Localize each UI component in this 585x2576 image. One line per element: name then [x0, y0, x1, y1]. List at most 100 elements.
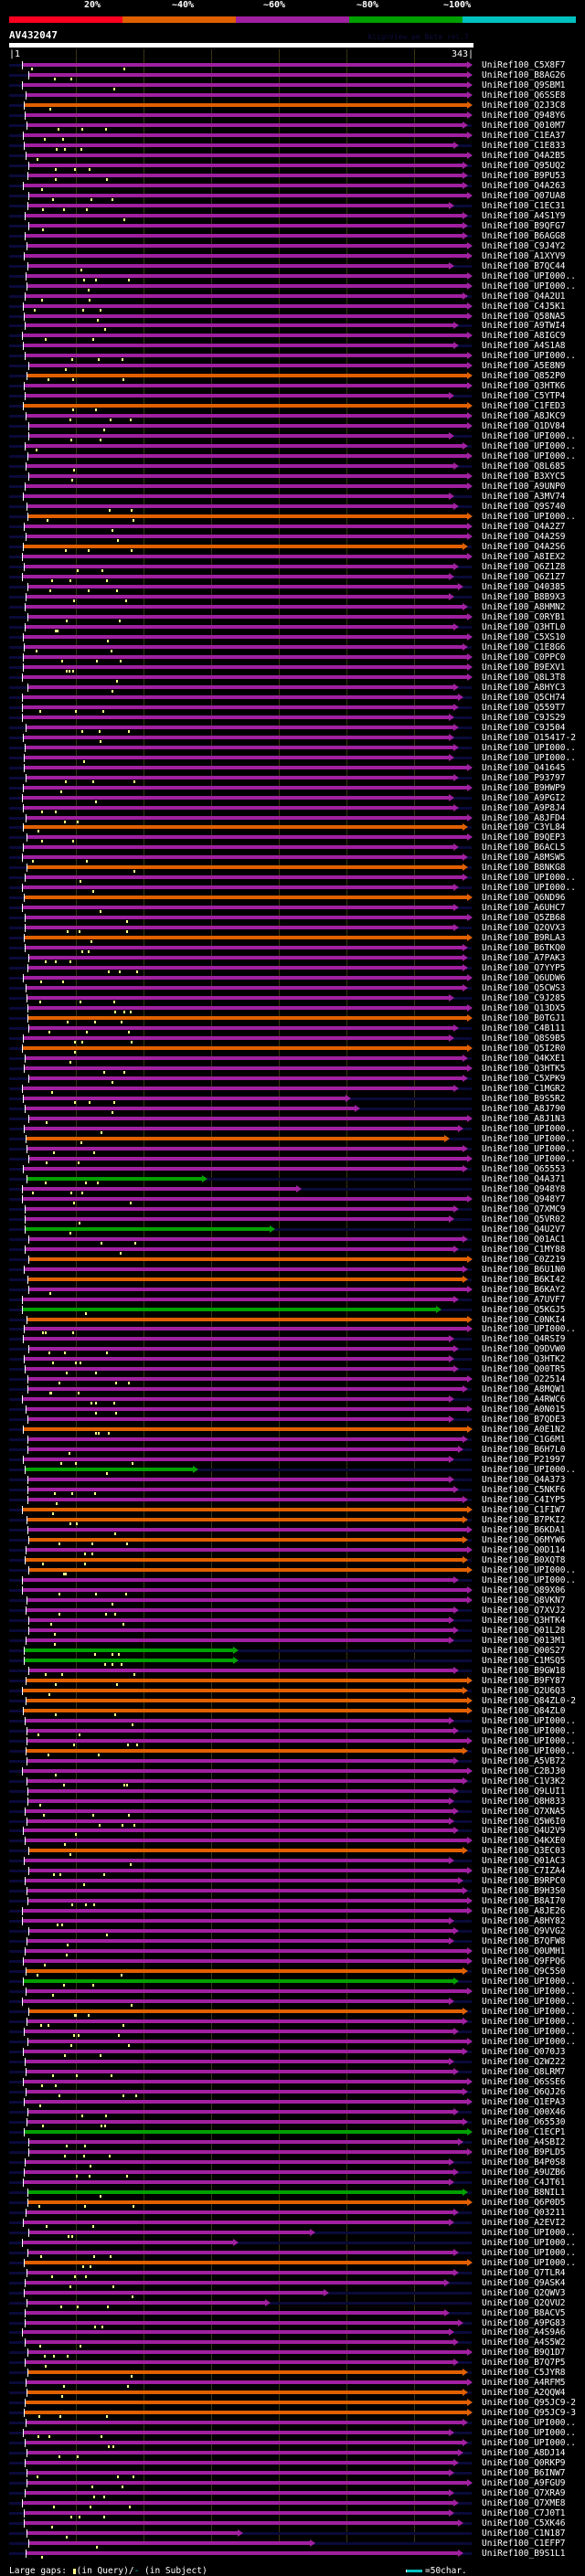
hsp-bar[interactable]: [27, 243, 468, 248]
hit-label[interactable]: UniRef100_Q7XVJ2: [482, 1605, 566, 1616]
hsp-bar[interactable]: [26, 2070, 454, 2073]
hsp-bar[interactable]: [24, 143, 454, 147]
hsp-bar[interactable]: [22, 1508, 468, 1512]
alignment-row[interactable]: UniRef100_C1FED3: [0, 401, 585, 412]
hsp-bar[interactable]: [27, 514, 468, 519]
alignment-row[interactable]: UniRef100_UPI000..: [0, 2238, 585, 2248]
alignment-row[interactable]: UniRef100_Q1EPA3: [0, 2097, 585, 2107]
hit-label[interactable]: UniRef100_UPI000..: [482, 281, 576, 292]
hsp-bar[interactable]: [23, 2179, 450, 2184]
hit-label[interactable]: UniRef100_B9H3S0: [482, 1886, 566, 1897]
alignment-row[interactable]: UniRef100_Q9DVW0: [0, 1344, 585, 1355]
alignment-row[interactable]: UniRef100_Q6P0D5: [0, 2198, 585, 2208]
hit-label[interactable]: UniRef100_UPI000..: [482, 873, 576, 884]
hsp-bar[interactable]: [27, 1597, 468, 1602]
hsp-bar[interactable]: [24, 2521, 459, 2526]
alignment-row[interactable]: UniRef100_B0XQT8: [0, 1555, 585, 1566]
hit-label[interactable]: UniRef100_UPI000..: [482, 2027, 576, 2038]
alignment-row[interactable]: UniRef100_Q6QJ26: [0, 2087, 585, 2097]
hit-label[interactable]: UniRef100_Q7XMC9: [482, 1203, 566, 1214]
hsp-bar[interactable]: [27, 2270, 454, 2274]
hsp-bar[interactable]: [26, 1969, 463, 1974]
hsp-bar[interactable]: [24, 313, 468, 318]
hit-label[interactable]: UniRef100_Q2U6Q3: [482, 1685, 566, 1696]
hit-label[interactable]: UniRef100_UPI000..: [482, 2007, 576, 2018]
hit-label[interactable]: UniRef100_C0PPC0: [482, 652, 566, 663]
hsp-bar[interactable]: [25, 2060, 450, 2064]
alignment-row[interactable]: UniRef100_Q84ZL0-2: [0, 1696, 585, 1706]
hit-label[interactable]: UniRef100_P21997: [482, 1455, 566, 1466]
hsp-bar[interactable]: [27, 504, 454, 509]
alignment-row[interactable]: UniRef100_Q948Y7: [0, 1194, 585, 1204]
alignment-row[interactable]: UniRef100_A4S9A6: [0, 2327, 585, 2337]
hsp-bar[interactable]: [26, 92, 468, 97]
hsp-bar[interactable]: [23, 735, 450, 739]
hit-label[interactable]: UniRef100_Q6ND96: [482, 893, 566, 904]
hsp-bar[interactable]: [27, 865, 463, 870]
hit-label[interactable]: UniRef100_UPI000..: [482, 1153, 576, 1164]
hsp-bar[interactable]: [27, 1738, 468, 1743]
hit-label[interactable]: UniRef100_B6KAY2: [482, 1284, 566, 1295]
hsp-bar[interactable]: [24, 2290, 324, 2295]
hsp-bar[interactable]: [28, 1627, 454, 1632]
hsp-bar[interactable]: [28, 1869, 468, 1873]
alignment-row[interactable]: UniRef100_B8AG26: [0, 70, 585, 80]
alignment-row[interactable]: UniRef100_C9JS29: [0, 713, 585, 723]
hsp-bar[interactable]: [24, 1267, 463, 1271]
alignment-row[interactable]: UniRef100_C5XPK9: [0, 1074, 585, 1084]
alignment-row[interactable]: UniRef100_UPI000..: [0, 2007, 585, 2018]
hsp-bar[interactable]: [27, 614, 468, 619]
alignment-row[interactable]: UniRef100_Q01AC1: [0, 1235, 585, 1245]
alignment-row[interactable]: UniRef100_Q3HTK2: [0, 1354, 585, 1365]
hsp-bar[interactable]: [22, 1768, 468, 1773]
hsp-bar[interactable]: [23, 1427, 468, 1432]
hit-label[interactable]: UniRef100_Q6P0D5: [482, 2197, 566, 2208]
hsp-bar[interactable]: [27, 1528, 468, 1532]
hsp-bar[interactable]: [26, 414, 468, 419]
alignment-row[interactable]: UniRef100_C1G6M1: [0, 1435, 585, 1445]
hit-label[interactable]: UniRef100_UPI000..: [482, 1997, 576, 2008]
hsp-bar[interactable]: [27, 263, 450, 268]
hsp-bar[interactable]: [27, 2200, 468, 2204]
alignment-row[interactable]: UniRef100_A8IGC9: [0, 331, 585, 342]
hit-label[interactable]: UniRef100_O15417-2: [482, 732, 576, 743]
hit-label[interactable]: UniRef100_C0NKI4: [482, 1314, 566, 1325]
alignment-row[interactable]: UniRef100_A3MV74: [0, 492, 585, 502]
alignment-row[interactable]: UniRef100_Q9FPQ6: [0, 1956, 585, 1967]
alignment-row[interactable]: UniRef100_Q5CWS3: [0, 983, 585, 993]
hit-label[interactable]: UniRef100_A9TWI4: [482, 321, 566, 332]
hit-label[interactable]: UniRef100_Q9VVG2: [482, 1926, 566, 1937]
alignment-row[interactable]: UniRef100_C2BJ30: [0, 1766, 585, 1776]
alignment-row[interactable]: UniRef100_C5NKF6: [0, 1485, 585, 1496]
hsp-bar[interactable]: [27, 1016, 468, 1021]
alignment-row[interactable]: UniRef100_B8AI70: [0, 1896, 585, 1907]
alignment-row[interactable]: UniRef100_Q1DV84: [0, 421, 585, 432]
hsp-bar[interactable]: [22, 334, 468, 338]
hit-label[interactable]: UniRef100_Q40385: [482, 581, 566, 592]
hsp-bar[interactable]: [23, 545, 463, 549]
alignment-row[interactable]: UniRef100_Q9S740: [0, 502, 585, 513]
hsp-bar[interactable]: [26, 1136, 445, 1140]
alignment-row[interactable]: UniRef100_Q7XRA9: [0, 2488, 585, 2499]
hsp-bar[interactable]: [25, 1216, 450, 1221]
hsp-bar[interactable]: [26, 775, 454, 779]
hsp-bar[interactable]: [27, 1778, 463, 1783]
hit-label[interactable]: UniRef100_Q00S27: [482, 1645, 566, 1656]
hit-label[interactable]: UniRef100_A0N015: [482, 1405, 566, 1415]
hit-label[interactable]: UniRef100_C1G6M1: [482, 1435, 566, 1446]
hsp-bar[interactable]: [25, 1718, 450, 1723]
hit-label[interactable]: UniRef100_B9EXV1: [482, 662, 566, 673]
alignment-row[interactable]: UniRef100_C7J0T1: [0, 2508, 585, 2519]
hsp-bar[interactable]: [26, 1698, 468, 1702]
alignment-row[interactable]: UniRef100_UPI000..: [0, 1154, 585, 1164]
hit-label[interactable]: UniRef100_UPI000..: [482, 1143, 576, 1154]
hsp-bar[interactable]: [22, 705, 454, 709]
alignment-row[interactable]: UniRef100_Q7YYP5: [0, 963, 585, 974]
hit-label[interactable]: UniRef100_Q2J3C8: [482, 100, 566, 111]
alignment-row[interactable]: UniRef100_B0TGJ1: [0, 1013, 585, 1024]
hit-label[interactable]: UniRef100_A8DJ14: [482, 2448, 566, 2459]
hsp-bar[interactable]: [27, 374, 468, 378]
hit-label[interactable]: UniRef100_A5E8N9: [482, 361, 566, 372]
hit-label[interactable]: UniRef100_C9J504: [482, 722, 566, 733]
alignment-row[interactable]: UniRef100_A8MSW5: [0, 853, 585, 864]
